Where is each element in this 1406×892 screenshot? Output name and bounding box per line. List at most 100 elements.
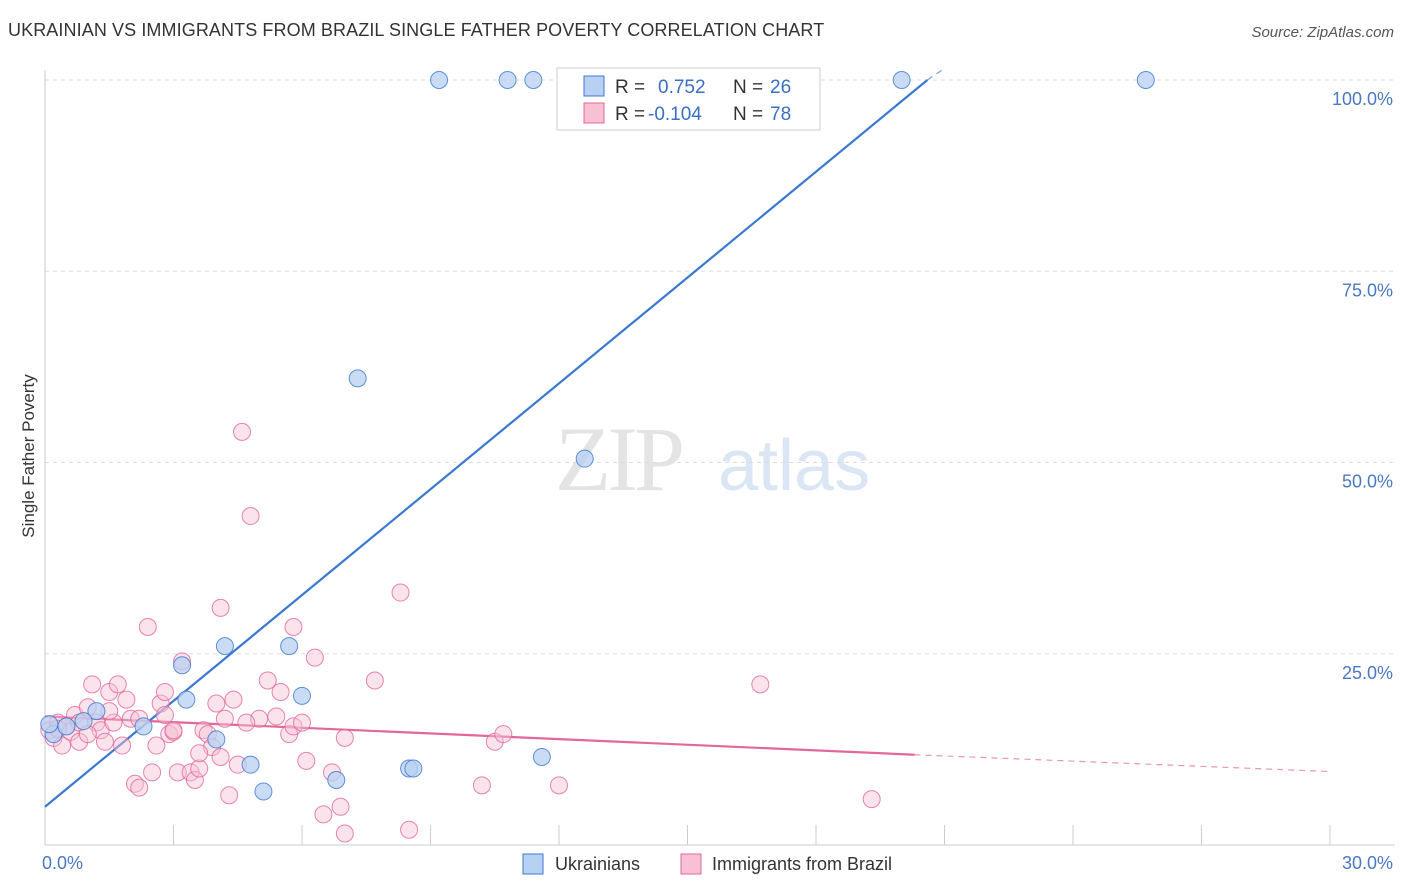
ukrainians-point	[87, 702, 106, 721]
brazil-point	[550, 776, 568, 795]
brazil-point	[113, 736, 132, 755]
brazil-point	[284, 717, 303, 736]
brazil-point	[104, 713, 123, 732]
legend-swatch-brazil	[680, 853, 702, 875]
ukrainians-point	[293, 686, 311, 705]
ukrainians-point	[524, 71, 543, 89]
brazil-point	[83, 675, 102, 694]
stats-n-label-brazil: N =	[733, 104, 763, 125]
brazil-point	[862, 790, 881, 809]
stats-legend: R = 0.752 N = 26 R = -0.104 N = 78	[556, 67, 821, 131]
ukrainians-trend-extension	[927, 68, 945, 81]
ukrainians-point	[57, 717, 76, 736]
stats-swatch-brazil	[583, 102, 605, 124]
ukrainians-point	[498, 71, 517, 89]
brazil-point	[147, 736, 166, 755]
brazil-point	[267, 707, 286, 726]
brazil-point	[224, 690, 243, 709]
stats-swatch-ukrainians	[583, 75, 605, 97]
brazil-point	[168, 763, 187, 782]
chart-title: UKRAINIAN VS IMMIGRANTS FROM BRAZIL SING…	[8, 20, 825, 40]
ukrainians-point	[254, 782, 273, 801]
legend-swatch-ukrainians	[522, 853, 544, 875]
brazil-point	[215, 709, 234, 728]
grid-lines	[45, 79, 1395, 655]
brazil-point	[271, 683, 290, 701]
tick-labels: 25.0% 50.0% 75.0% 100.0% 0.0% 30.0%	[42, 89, 1393, 873]
brazil-point	[108, 675, 127, 694]
brazil-trend-extension	[914, 754, 1331, 773]
brazil-point	[207, 694, 226, 713]
brazil-point	[211, 748, 230, 767]
ukrainians-point	[40, 715, 59, 734]
brazil-point	[155, 683, 174, 701]
brazil-point	[241, 507, 260, 526]
brazil-point	[472, 776, 491, 795]
brazil-point	[258, 671, 277, 690]
brazil-point	[494, 725, 513, 744]
brazil-point	[117, 690, 136, 709]
data-points	[40, 71, 1155, 843]
stats-r-label-brazil: R =	[615, 104, 645, 125]
ukrainians-point	[173, 656, 192, 675]
legend-label-ukrainians: Ukrainians	[555, 854, 640, 874]
watermark-zip: ZIP	[555, 408, 682, 510]
brazil-point	[331, 797, 350, 816]
ukrainians-point	[575, 449, 594, 468]
brazil-point	[211, 598, 230, 617]
brazil-point	[305, 648, 324, 667]
y-tick-label-25: 25.0%	[1342, 663, 1393, 683]
brazil-point	[365, 671, 384, 690]
y-axis-title: Single Father Poverty	[19, 374, 38, 538]
bottom-legend: Ukrainians Immigrants from Brazil	[522, 853, 892, 875]
stats-n-label-ukrainians: N =	[733, 77, 763, 98]
brazil-point	[95, 732, 114, 751]
brazil-point	[751, 675, 770, 694]
x-tick-label-min: 0.0%	[42, 853, 83, 873]
brazil-point	[190, 759, 209, 778]
y-tick-label-100: 100.0%	[1332, 89, 1393, 109]
stats-r-label-ukrainians: R =	[615, 77, 645, 98]
ukrainians-point	[74, 712, 93, 731]
brazil-point	[335, 728, 354, 747]
brazil-point	[314, 805, 333, 824]
stats-r-value-ukrainians: 0.752	[658, 77, 706, 98]
trend-lines	[44, 68, 1331, 808]
axes	[44, 70, 1395, 846]
stats-r-value-brazil: -0.104	[648, 104, 702, 125]
brazil-point	[220, 786, 239, 805]
stats-n-value-brazil: 78	[770, 104, 791, 125]
ukrainians-point	[892, 71, 911, 89]
brazil-point	[293, 713, 311, 732]
ukrainians-point	[241, 755, 260, 774]
brazil-point	[143, 763, 162, 782]
ukrainians-point	[1136, 71, 1155, 89]
brazil-point	[151, 694, 170, 713]
brazil-point	[284, 617, 303, 636]
legend-label-brazil: Immigrants from Brazil	[712, 854, 892, 874]
brazil-point	[164, 721, 183, 740]
brazil-trend-line	[44, 715, 915, 756]
brazil-point	[335, 824, 354, 843]
y-tick-label-50: 50.0%	[1342, 472, 1393, 492]
watermark-atlas: atlas	[718, 426, 870, 506]
ukrainians-point	[327, 770, 346, 789]
ukrainians-point	[207, 730, 226, 749]
brazil-point	[400, 820, 419, 839]
ukrainians-point	[430, 71, 449, 89]
brazil-point	[237, 713, 256, 732]
brazil-point	[130, 778, 149, 797]
brazil-point	[155, 705, 174, 724]
ukrainians-point	[404, 759, 423, 778]
y-tick-label-75: 75.0%	[1342, 280, 1393, 300]
brazil-point	[138, 617, 157, 636]
ukrainians-trend-line	[44, 79, 929, 808]
brazil-point	[233, 422, 252, 441]
ukrainians-point	[280, 637, 299, 656]
brazil-point	[190, 744, 209, 763]
brazil-point	[391, 583, 410, 602]
ukrainians-point	[177, 690, 196, 709]
x-tick-label-max: 30.0%	[1342, 853, 1393, 873]
stats-n-value-ukrainians: 26	[770, 77, 791, 98]
